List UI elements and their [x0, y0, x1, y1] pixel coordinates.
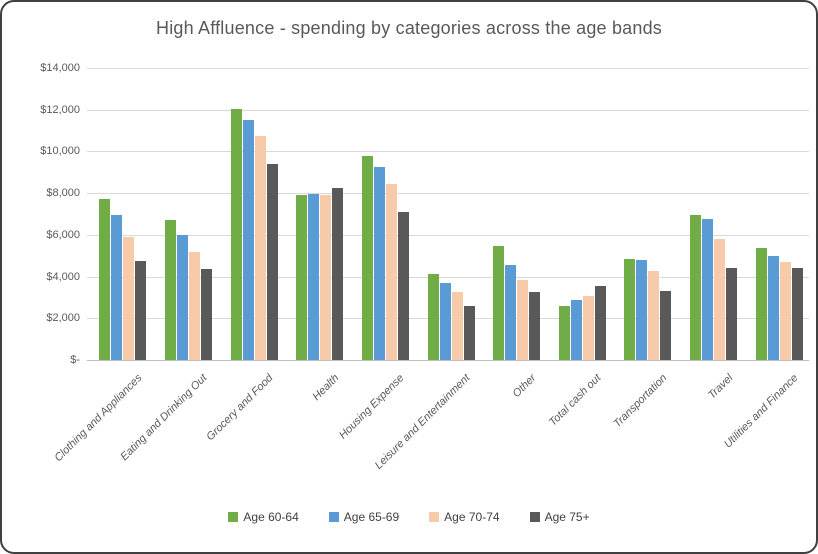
- bar-age-65-69-housing-expense: [373, 167, 385, 360]
- bar-age-70-74-total-cash-out: [582, 296, 594, 360]
- x-axis-category-label: Transportation: [611, 372, 670, 431]
- bar-age-65-69-eating-and-drinking-out: [176, 234, 188, 360]
- x-axis-category-label: Total cash out: [547, 372, 604, 429]
- legend-swatch-icon: [429, 512, 440, 522]
- y-axis-tick-label: $12,000: [40, 103, 80, 116]
- bar-age-70-74-utilities-and-finance: [779, 261, 791, 360]
- x-axis-category-label: Utilities and Finance: [722, 372, 801, 451]
- y-axis-tick-label: $4,000: [46, 270, 80, 283]
- bar-age-70-74-grocery-and-food: [254, 135, 266, 360]
- y-axis-tick-label: $2,000: [46, 312, 80, 325]
- gridline-12000: [87, 109, 809, 111]
- bar-age-75+-transportation: [660, 291, 672, 360]
- gridline-8000: [87, 193, 809, 195]
- legend-item-age-60-64: Age 60-64: [228, 510, 299, 524]
- bar-age-60-64-travel: [690, 215, 702, 360]
- bar-age-75+-other: [529, 292, 541, 360]
- x-axis-category-label: Travel: [705, 372, 736, 402]
- bar-age-70-74-leisure-and-entertainment: [451, 292, 463, 360]
- y-axis-tick-label: $6,000: [46, 228, 80, 241]
- legend-item-age-70-74: Age 70-74: [429, 510, 500, 524]
- y-axis-tick-label: $8,000: [46, 187, 80, 200]
- bar-age-70-74-clothing-and-appliances: [123, 236, 135, 360]
- bar-age-60-64-grocery-and-food: [230, 108, 242, 360]
- gridline-4000: [87, 276, 809, 278]
- bar-age-70-74-transportation: [648, 271, 660, 360]
- legend-label: Age 70-74: [444, 510, 500, 524]
- bar-age-65-69-other: [505, 265, 517, 360]
- bar-age-70-74-other: [517, 279, 529, 360]
- gridline-10000: [87, 151, 809, 153]
- bar-age-60-64-total-cash-out: [558, 305, 570, 360]
- x-axis-category-label: Housing Expense: [337, 372, 407, 442]
- gridline-6000: [87, 234, 809, 236]
- legend-label: Age 60-64: [243, 510, 299, 524]
- bar-age-60-64-eating-and-drinking-out: [164, 220, 176, 360]
- chart-title: High Affluence - spending by categories …: [156, 18, 662, 38]
- bar-age-75+-leisure-and-entertainment: [463, 305, 475, 360]
- legend-item-age-75+: Age 75+: [529, 510, 590, 524]
- x-axis-category-label: Health: [310, 372, 342, 403]
- bar-age-65-69-grocery-and-food: [242, 120, 254, 360]
- bar-age-65-69-clothing-and-appliances: [111, 215, 123, 360]
- bar-age-60-64-housing-expense: [361, 155, 373, 360]
- bar-age-70-74-health: [320, 195, 332, 360]
- bar-age-65-69-transportation: [636, 259, 648, 360]
- bar-age-60-64-health: [296, 195, 308, 360]
- chart-legend: Age 60-64 Age 65-69 Age 70-74 Age 75+: [2, 510, 816, 524]
- bar-age-60-64-other: [493, 246, 505, 360]
- bar-age-65-69-health: [308, 194, 320, 360]
- bar-age-65-69-travel: [702, 219, 714, 360]
- legend-swatch-icon: [328, 512, 339, 522]
- bar-age-60-64-clothing-and-appliances: [99, 199, 111, 360]
- bar-age-75+-health: [332, 187, 344, 360]
- bar-age-70-74-housing-expense: [385, 183, 397, 360]
- bar-age-70-74-travel: [714, 239, 726, 360]
- legend-label: Age 75+: [544, 510, 590, 524]
- bar-age-75+-housing-expense: [397, 211, 409, 360]
- x-axis-category-label: Other: [510, 372, 539, 400]
- bar-age-60-64-transportation: [624, 258, 636, 360]
- y-axis-tick-label: $14,000: [40, 62, 80, 74]
- bar-age-75+-grocery-and-food: [266, 163, 278, 360]
- bar-age-75+-utilities-and-finance: [791, 268, 803, 360]
- gridline-0: [87, 360, 809, 361]
- y-axis-tick-label: $10,000: [40, 145, 80, 158]
- x-axis-category-label: Grocery and Food: [204, 372, 276, 444]
- bar-age-70-74-eating-and-drinking-out: [188, 251, 200, 360]
- bar-age-75+-total-cash-out: [594, 285, 606, 360]
- legend-item-age-65-69: Age 65-69: [328, 510, 400, 524]
- y-axis-tick-label: $-: [70, 354, 80, 366]
- bar-age-75+-clothing-and-appliances: [135, 260, 147, 360]
- bar-age-65-69-total-cash-out: [570, 299, 582, 360]
- bar-age-60-64-leisure-and-entertainment: [427, 274, 439, 360]
- bar-age-65-69-leisure-and-entertainment: [439, 282, 451, 360]
- legend-swatch-icon: [228, 512, 239, 522]
- legend-label: Age 65-69: [343, 510, 400, 524]
- legend-swatch-icon: [529, 512, 540, 522]
- bar-age-75+-eating-and-drinking-out: [200, 269, 212, 360]
- bar-age-60-64-utilities-and-finance: [755, 248, 767, 360]
- bar-age-65-69-utilities-and-finance: [767, 255, 779, 360]
- bar-age-75+-travel: [726, 268, 738, 360]
- gridline-14000: [87, 68, 809, 69]
